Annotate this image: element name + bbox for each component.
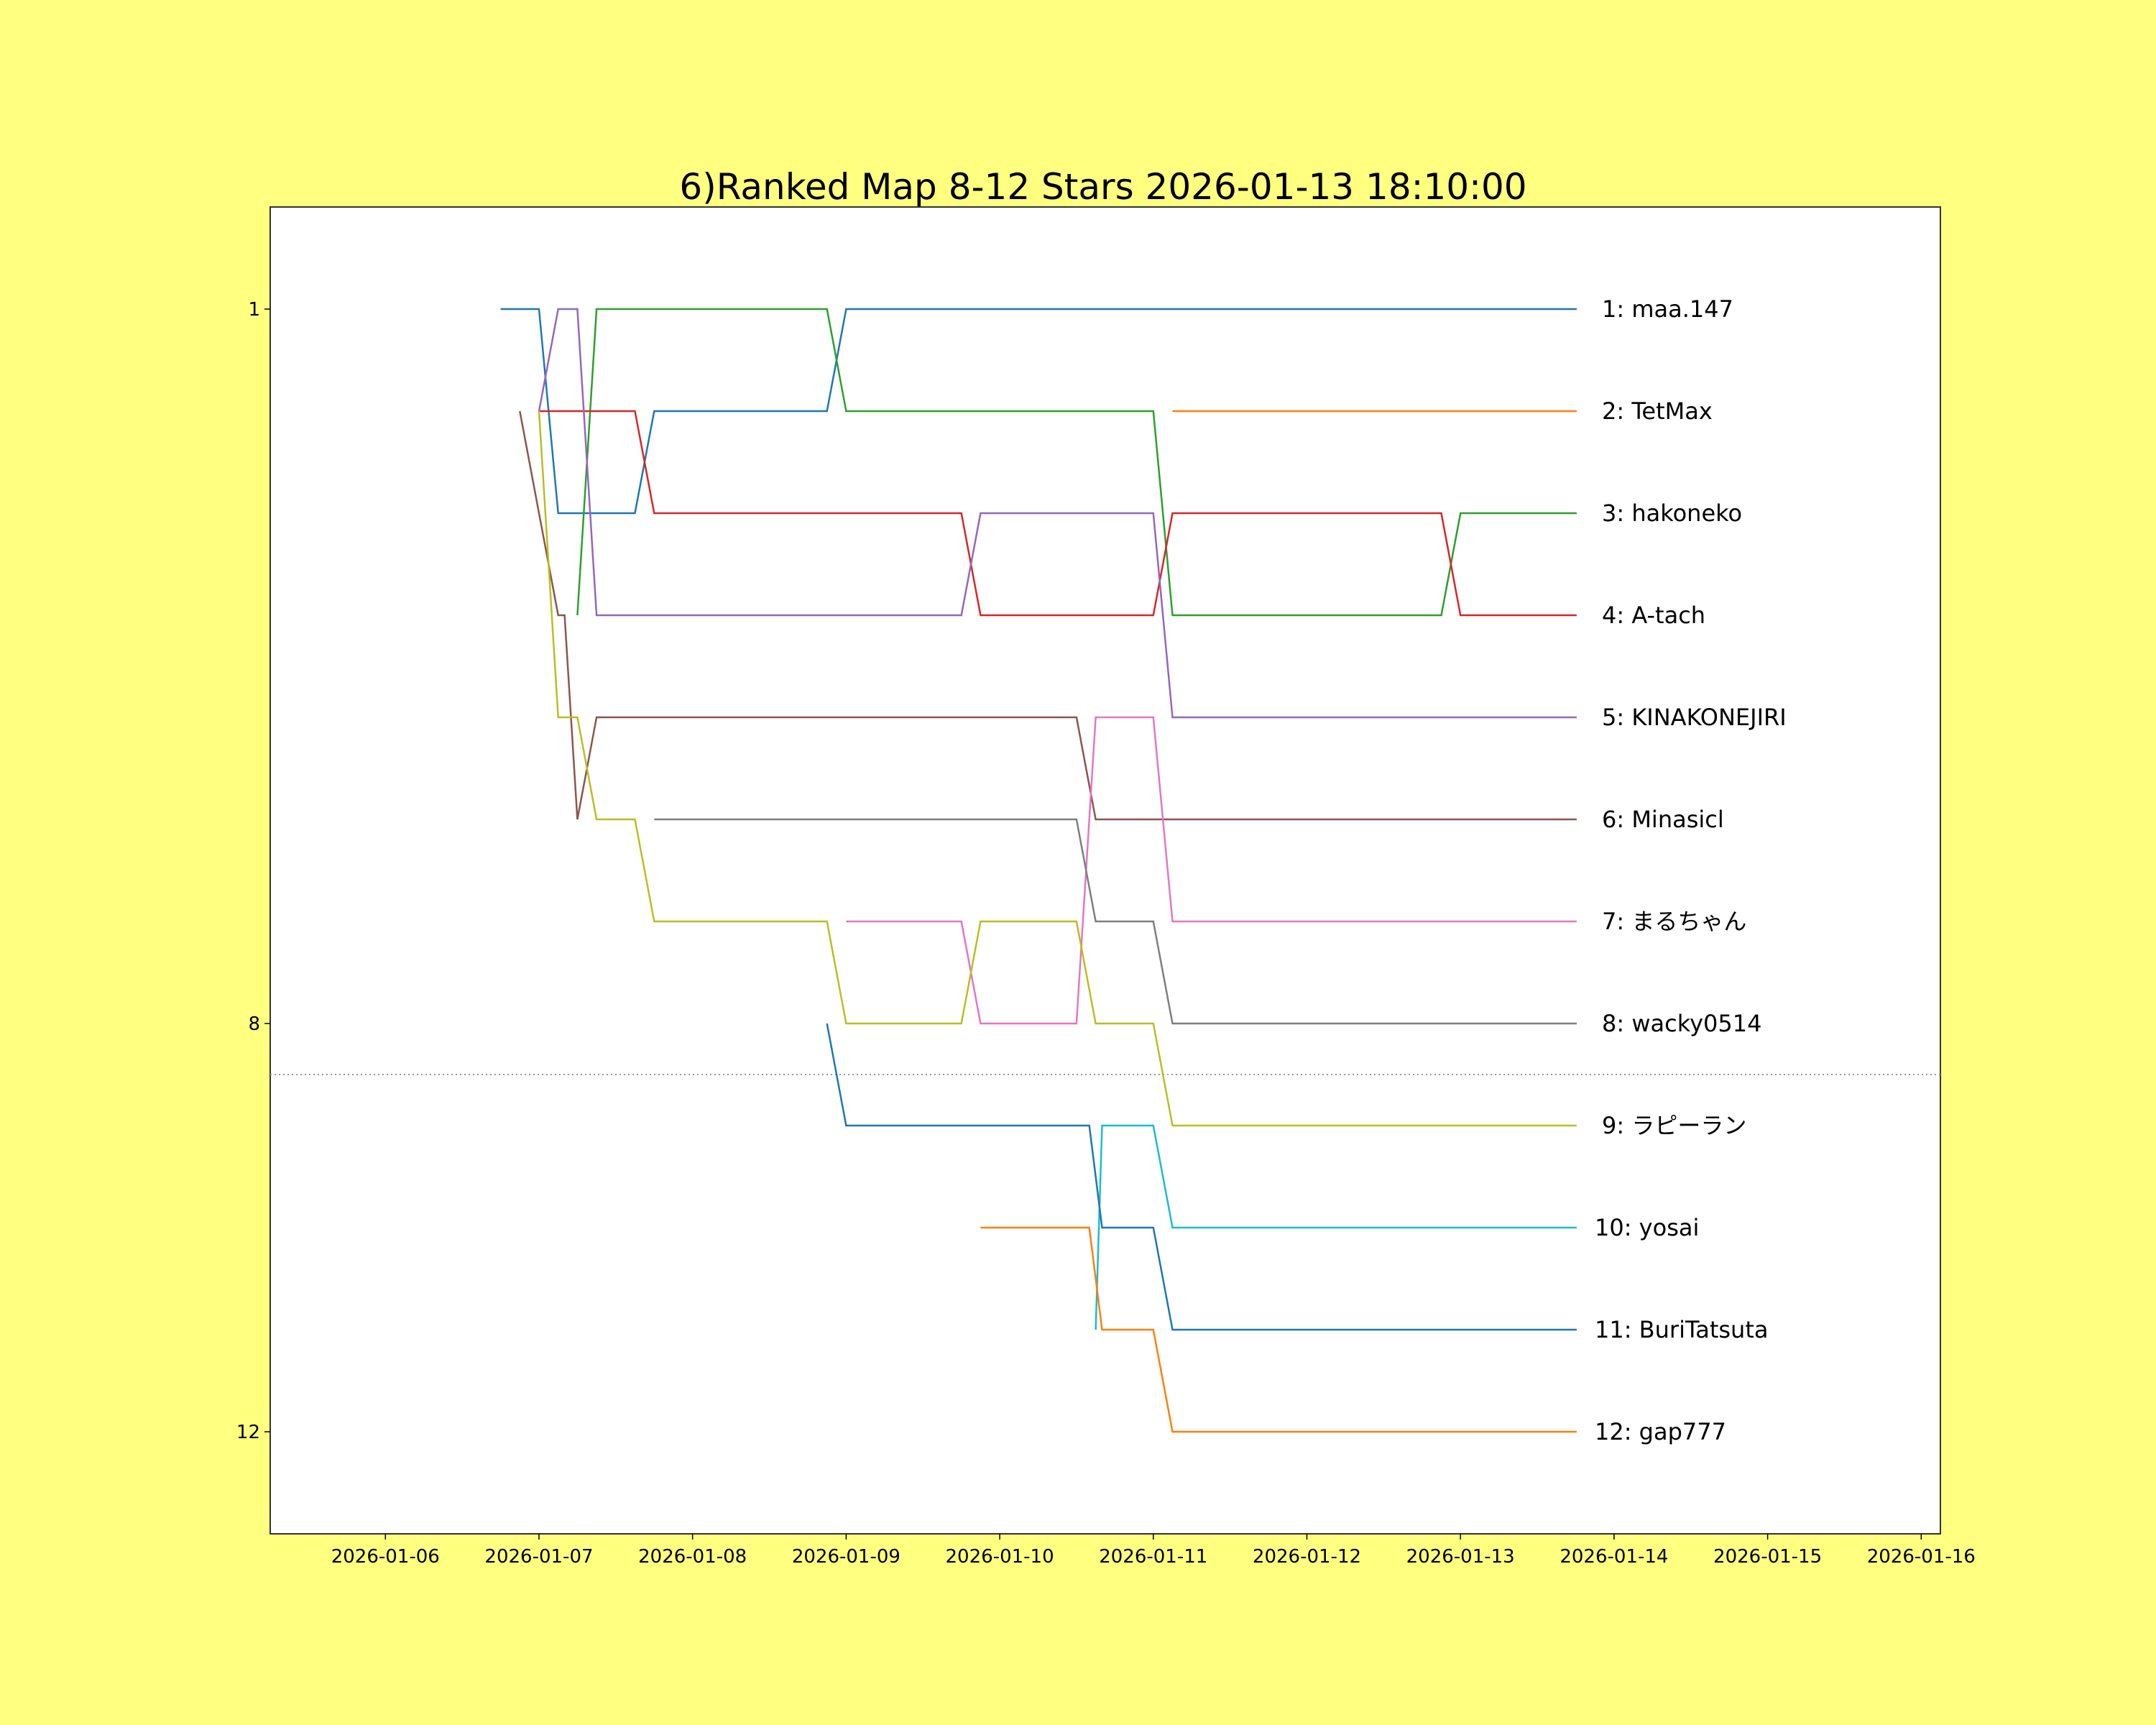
- series-label-6: 6: Minasicl: [1602, 806, 1724, 833]
- series-line-11: [826, 1023, 1577, 1331]
- series-label-5: 5: KINAKONEJIRI: [1602, 704, 1787, 731]
- series-label-11: 11: BuriTatsuta: [1595, 1316, 1768, 1343]
- series-label-2: 2: TetMax: [1602, 397, 1713, 425]
- x-tick-label-1: 2026-01-06: [331, 1546, 440, 1568]
- x-tick-label-5: 2026-01-10: [946, 1546, 1054, 1568]
- series-label-4: 4: A-tach: [1602, 602, 1705, 629]
- x-tick-label-4: 2026-01-09: [792, 1546, 900, 1568]
- series-end-labels: 1: maa.147 2: TetMax 3: hakoneko 4: A-tach 5…: [1595, 295, 1787, 1445]
- series-line-4: [539, 410, 1577, 617]
- x-tick-label-9: 2026-01-14: [1560, 1546, 1668, 1568]
- series-line-8: [654, 818, 1577, 1025]
- x-axis: 2026-01-06 2026-01-07 2026-01-08 2026-01-09…: [331, 1534, 1976, 1568]
- series-label-9: 9: ラピーラン: [1602, 1112, 1746, 1139]
- series-label-8: 8: wacky0514: [1602, 1010, 1761, 1037]
- x-tick-label-2: 2026-01-07: [484, 1546, 593, 1568]
- series-label-12: 12: gap777: [1595, 1418, 1726, 1445]
- x-tick-label-11: 2026-01-16: [1867, 1546, 1976, 1568]
- y-tick-label-3: 12: [236, 1422, 260, 1443]
- series-label-3: 3: hakoneko: [1602, 500, 1742, 527]
- series-label-1: 1: maa.147: [1602, 295, 1733, 323]
- chart-title: 6)Ranked Map 8-12 Stars 2026-01-13 18:10…: [679, 166, 1526, 208]
- series-line-3: [576, 308, 1577, 617]
- x-tick-label-3: 2026-01-08: [638, 1546, 747, 1568]
- series-label-7: 7: まるちゃん: [1602, 908, 1746, 935]
- series-line-5: [538, 308, 1577, 719]
- x-tick-label-10: 2026-01-15: [1713, 1546, 1822, 1568]
- series-line-10: [1095, 1124, 1577, 1330]
- y-tick-label-1: 1: [248, 299, 260, 321]
- x-tick-label-6: 2026-01-11: [1099, 1546, 1207, 1568]
- series-line-9: [538, 410, 1577, 1127]
- plot-area: [270, 206, 1941, 1535]
- y-tick-label-2: 8: [248, 1013, 260, 1035]
- series-line-12: [980, 1226, 1577, 1433]
- x-tick-label-8: 2026-01-13: [1406, 1546, 1515, 1568]
- x-tick-label-7: 2026-01-12: [1253, 1546, 1361, 1568]
- series-label-10: 10: yosai: [1595, 1214, 1699, 1241]
